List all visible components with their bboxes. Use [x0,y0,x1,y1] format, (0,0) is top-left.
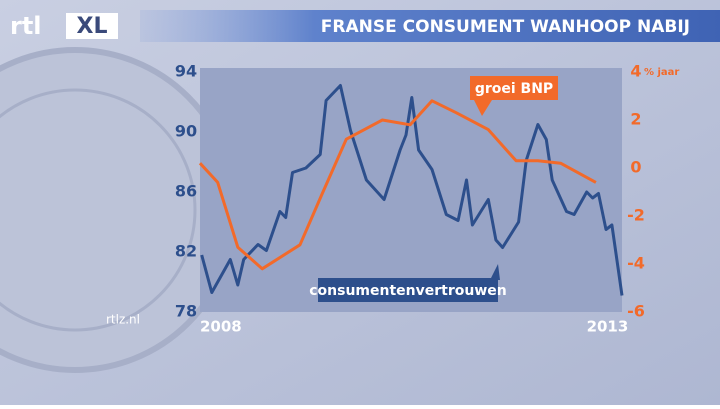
y-tick-label: 90 [175,122,197,141]
y2-tick-label: -6 [627,302,645,321]
coin-decoration [0,88,197,332]
y2-tick-label: -2 [627,206,645,225]
legend-label: consumentenvertrouwen [309,283,507,299]
x-tick-label: 2008 [200,318,242,336]
website: rtlz.nl [106,313,140,327]
label-pointer [474,100,492,116]
series-line [200,84,624,296]
y-tick-label: 82 [175,242,197,261]
y-tick-label: 86 [175,182,197,201]
series-label-box [318,278,498,302]
y2-tick-label: -4 [627,254,645,273]
chart-title: FRANSE CONSUMENT WANHOOP NABIJ [321,17,690,37]
y2-tick-label: 2 [630,110,641,129]
series-label-box [470,76,558,100]
logo-xl: XL [77,14,108,39]
series-line [198,99,597,271]
y2-unit: % jaar [644,67,679,78]
logo-box [66,13,118,39]
y2-tick-label: 0 [630,158,641,177]
legend-label: groei BNP [475,81,553,97]
x-tick-label: 2013 [587,318,629,336]
logo-rtl: rtl [10,12,42,40]
label-pointer [490,264,500,280]
y2-tick-label: 4 [630,62,641,81]
y-tick-label: 78 [175,302,197,321]
title-bar [140,10,720,42]
y-tick-label: 94 [175,62,197,81]
